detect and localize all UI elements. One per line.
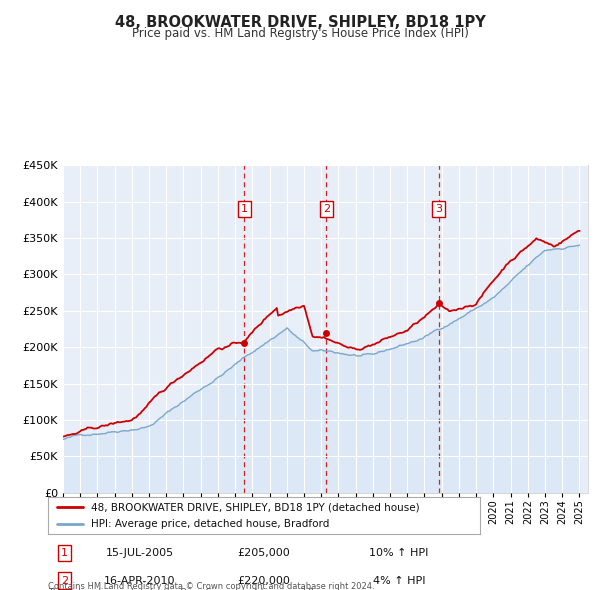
Text: 2: 2 — [61, 576, 68, 585]
Text: 10% ↑ HPI: 10% ↑ HPI — [370, 548, 428, 558]
Text: Contains HM Land Registry data © Crown copyright and database right 2024.: Contains HM Land Registry data © Crown c… — [48, 582, 374, 590]
Text: £220,000: £220,000 — [238, 576, 290, 585]
Text: 2: 2 — [323, 204, 330, 214]
Text: 4% ↑ HPI: 4% ↑ HPI — [373, 576, 425, 585]
Text: 16-APR-2010: 16-APR-2010 — [104, 576, 176, 585]
Text: 48, BROOKWATER DRIVE, SHIPLEY, BD18 1PY: 48, BROOKWATER DRIVE, SHIPLEY, BD18 1PY — [115, 15, 485, 30]
Text: Price paid vs. HM Land Registry's House Price Index (HPI): Price paid vs. HM Land Registry's House … — [131, 27, 469, 40]
Text: 15-JUL-2005: 15-JUL-2005 — [106, 548, 174, 558]
Text: £205,000: £205,000 — [238, 548, 290, 558]
Text: 3: 3 — [435, 204, 442, 214]
Text: This data is licensed under the Open Government Licence v3.0.: This data is licensed under the Open Gov… — [48, 588, 316, 590]
Text: 1: 1 — [61, 548, 68, 558]
Text: HPI: Average price, detached house, Bradford: HPI: Average price, detached house, Brad… — [91, 519, 329, 529]
Text: 1: 1 — [241, 204, 248, 214]
Text: 48, BROOKWATER DRIVE, SHIPLEY, BD18 1PY (detached house): 48, BROOKWATER DRIVE, SHIPLEY, BD18 1PY … — [91, 502, 420, 512]
